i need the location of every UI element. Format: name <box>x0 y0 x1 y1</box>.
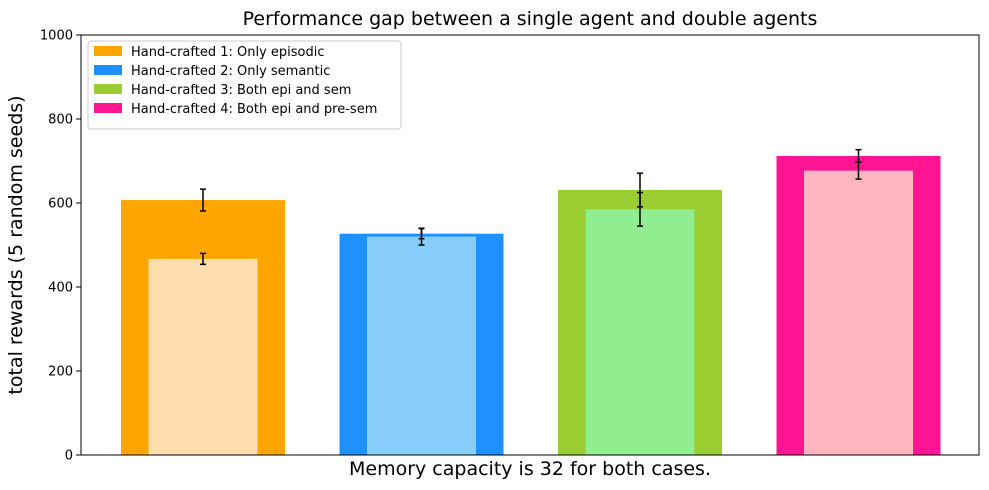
bar-inner-1 <box>148 258 258 455</box>
error-bar-inner-2 <box>418 227 425 246</box>
error-bar-outer-1 <box>200 188 206 212</box>
bar-inner-2 <box>367 236 476 455</box>
y-tick-label: 400 <box>48 281 73 296</box>
legend-box <box>87 40 402 130</box>
legend-swatch-3 <box>94 84 122 94</box>
y-tick-label: 800 <box>48 113 73 128</box>
legend-entry-3: Hand-crafted 3: Both epi and sem <box>131 83 351 98</box>
y-axis-title: total rewards (5 random seeds) <box>5 95 27 394</box>
legend-entry-2: Hand-crafted 2: Only semantic <box>131 64 330 79</box>
chart-title: Performance gap between a single agent a… <box>243 8 818 30</box>
bars-group <box>121 155 941 456</box>
y-tick-label: 1000 <box>40 29 73 44</box>
y-axis: 0 200 400 600 800 1000 <box>40 29 81 464</box>
plot-frame <box>80 34 980 456</box>
legend-entry-4: Hand-crafted 4: Both epi and pre-sem <box>131 102 377 117</box>
legend-swatch-1 <box>94 46 122 56</box>
legend: Hand-crafted 1: Only episodic Hand-crafte… <box>87 40 402 130</box>
y-tick-label: 200 <box>48 365 73 380</box>
y-tick-label: 600 <box>48 197 73 212</box>
legend-entry-1: Hand-crafted 1: Only episodic <box>131 45 325 60</box>
legend-swatch-2 <box>94 65 122 75</box>
bar-inner-3 <box>585 209 695 455</box>
error-bar-inner-3 <box>637 191 643 227</box>
bar-inner-4 <box>804 170 913 455</box>
error-bar-inner-1 <box>200 252 206 266</box>
x-axis-title: Memory capacity is 32 for both cases. <box>349 458 711 480</box>
y-tick-label: 0 <box>65 449 73 464</box>
legend-swatch-4 <box>94 103 122 113</box>
error-bar-inner-4 <box>855 161 862 180</box>
error-bars-group <box>200 148 862 266</box>
